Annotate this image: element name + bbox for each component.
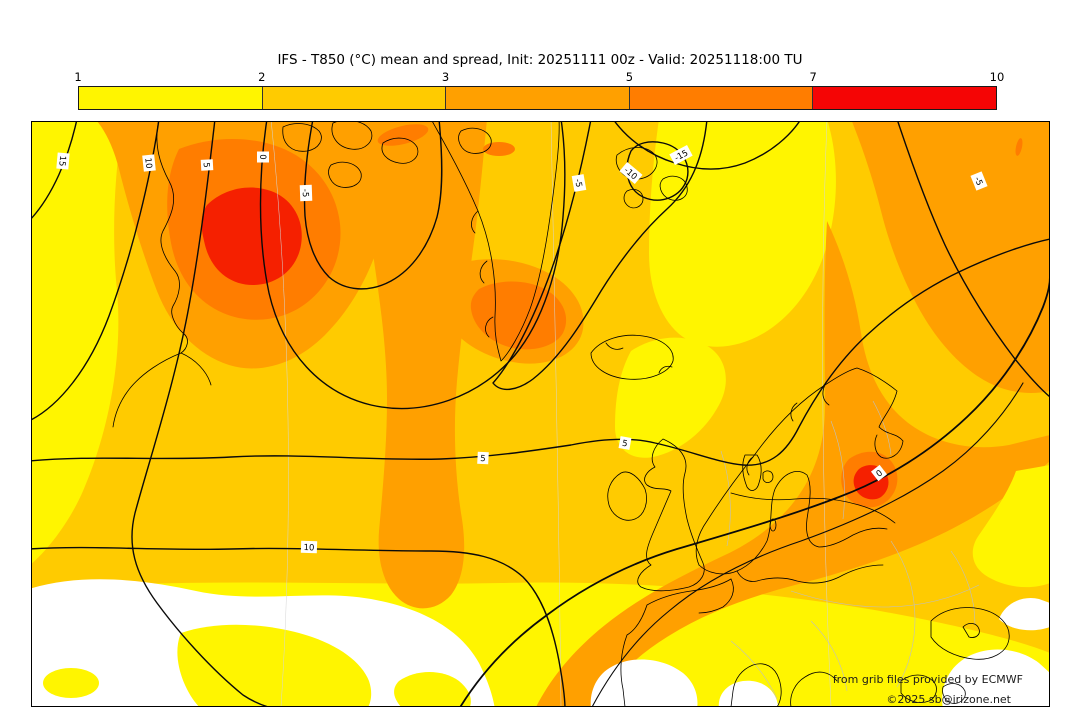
colorbar-segment-2-3 bbox=[262, 87, 447, 109]
colorbar-tick-2: 2 bbox=[258, 70, 266, 84]
colorbar-segment-1-2 bbox=[79, 87, 263, 109]
map-border bbox=[31, 121, 1050, 707]
colorbar-tick-5: 5 bbox=[625, 70, 634, 84]
contour-label: 10 bbox=[300, 540, 318, 553]
contour-label: 10 bbox=[142, 154, 156, 172]
colorbar-tick-7: 7 bbox=[809, 70, 817, 84]
colorbar-segment-5-7 bbox=[629, 87, 814, 109]
chart-title: IFS - T850 (°C) mean and spread, Init: 2… bbox=[277, 52, 803, 68]
svg-text:0: 0 bbox=[875, 468, 885, 479]
colorbar-tick-10: 10 bbox=[989, 70, 1005, 84]
coastline-layer bbox=[112, 118, 1010, 708]
svg-text:-5: -5 bbox=[572, 178, 583, 188]
svg-text:-5: -5 bbox=[300, 189, 310, 198]
contour-label: 5 bbox=[477, 451, 489, 464]
colorbar-tick-3: 3 bbox=[441, 70, 450, 84]
attribution: from grib files provided by ECMWF ©2025 … bbox=[833, 673, 1023, 706]
map-area: 15 10 5 0 -5 -5 -10 -15 -5 5 5 10 0 from grib files … bbox=[28, 118, 1051, 710]
colorbar-segment-3-5 bbox=[446, 87, 630, 109]
spread-colorbar bbox=[78, 86, 997, 110]
svg-text:5: 5 bbox=[621, 439, 628, 450]
svg-text:-5: -5 bbox=[972, 176, 984, 188]
attribution-source: from grib files provided by ECMWF bbox=[833, 673, 1023, 686]
svg-text:5: 5 bbox=[201, 162, 211, 168]
colorbar-tick-labels: 1 2 3 5 7 10 bbox=[74, 70, 1004, 84]
contour-label: 15 bbox=[56, 152, 70, 170]
contour-label: 0 bbox=[870, 464, 888, 482]
contour-label: -5 bbox=[571, 174, 587, 192]
contour-label: 5 bbox=[618, 436, 632, 450]
colorbar-segment-7-10 bbox=[813, 87, 996, 109]
svg-text:10: 10 bbox=[142, 157, 153, 169]
svg-text:10: 10 bbox=[303, 543, 314, 553]
attribution-copyright: ©2025 sb@irizone.net bbox=[886, 693, 1011, 706]
contour-label: -5 bbox=[300, 184, 313, 202]
contour-label: 0 bbox=[257, 151, 269, 163]
contour-label: -5 bbox=[970, 171, 988, 191]
svg-text:15: 15 bbox=[56, 155, 67, 167]
svg-text:0: 0 bbox=[257, 154, 267, 159]
svg-text:5: 5 bbox=[480, 454, 486, 464]
contour-label: 5 bbox=[201, 159, 214, 171]
contour-layer bbox=[28, 118, 1051, 710]
colorbar-tick-1: 1 bbox=[74, 70, 82, 84]
